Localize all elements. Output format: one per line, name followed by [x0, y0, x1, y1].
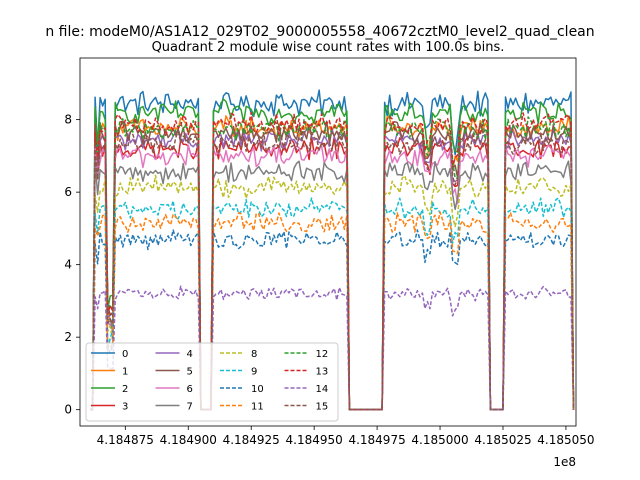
legend-label: 12 — [316, 349, 329, 360]
series-line-14 — [90, 285, 575, 411]
x-tick-label: 4.185050 — [537, 433, 594, 447]
legend-label: 2 — [122, 384, 128, 395]
legend-label: 13 — [316, 367, 329, 378]
legend-label: 9 — [251, 367, 257, 378]
x-tick-label: 4.184875 — [97, 433, 154, 447]
legend-label: 0 — [122, 349, 128, 360]
legend-label: 4 — [187, 349, 193, 360]
y-tick-label: 6 — [64, 185, 72, 199]
series-line-13 — [90, 111, 575, 411]
x-tick-label: 4.184975 — [348, 433, 405, 447]
x-tick-label: 4.185025 — [474, 433, 531, 447]
x-axis-offset-label: 1e8 — [553, 455, 576, 469]
legend-label: 8 — [251, 349, 257, 360]
plot-frame — [79, 57, 577, 427]
x-axis-ticks: 4.184875 4.184900 4.184925 4.184950 4.184975… — [97, 426, 595, 447]
x-tick-label: 4.185000 — [411, 433, 468, 447]
x-tick-label: 4.184900 — [160, 433, 217, 447]
legend-label: 7 — [187, 402, 193, 413]
legend-label: 10 — [251, 384, 264, 395]
x-tick-label: 4.184925 — [223, 433, 280, 447]
y-tick-label: 4 — [64, 258, 72, 272]
legend-label: 6 — [187, 384, 193, 395]
y-tick-label: 0 — [64, 403, 72, 417]
y-tick-label: 2 — [64, 330, 72, 344]
x-tick-label: 4.184950 — [286, 433, 343, 447]
legend-label: 14 — [316, 384, 329, 395]
y-tick-label: 8 — [64, 113, 72, 127]
chart-title: Quadrant 2 module wise count rates with … — [152, 40, 505, 55]
legend-label: 1 — [122, 367, 128, 378]
y-axis-ticks: 0 2 4 6 8 — [64, 113, 80, 417]
legend-label: 11 — [251, 402, 264, 413]
legend-label: 3 — [122, 402, 128, 413]
legend-label: 15 — [316, 402, 329, 413]
series-line-15 — [90, 130, 575, 411]
figure-suptitle: n file: modeM0/AS1A12_029T02_9000005558_… — [45, 24, 594, 40]
series-layer — [90, 89, 575, 411]
legend-label: 5 — [187, 367, 193, 378]
legend-box — [85, 342, 339, 422]
